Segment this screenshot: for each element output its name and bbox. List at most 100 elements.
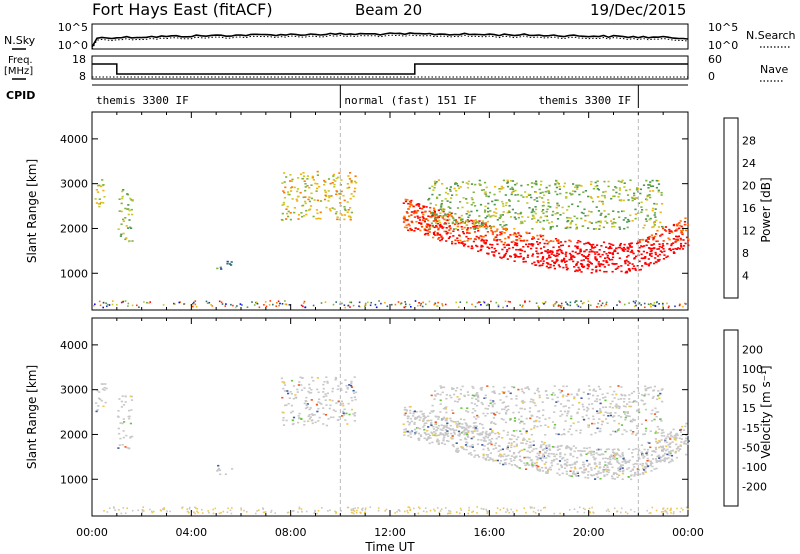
ground-scatter-cell [367, 301, 369, 304]
ground-scatter-cell [553, 512, 555, 515]
data-cell [528, 456, 531, 459]
ground-scatter-cell [284, 300, 286, 302]
data-cell [660, 389, 663, 391]
data-cell [346, 201, 349, 203]
data-cell [661, 243, 664, 245]
data-cell [555, 180, 558, 182]
data-cell [496, 228, 499, 231]
data-cell [584, 476, 587, 479]
data-cell [341, 415, 344, 417]
data-cell [514, 218, 517, 220]
data-cell [454, 400, 457, 403]
data-cell [430, 424, 433, 427]
data-cell [534, 206, 537, 208]
data-cell [120, 400, 123, 403]
data-cell [612, 263, 615, 265]
data-cell [122, 436, 125, 439]
data-cell [412, 205, 415, 208]
data-cell [628, 401, 631, 403]
data-cell [353, 420, 356, 422]
data-cell [649, 446, 652, 449]
data-cell [597, 188, 600, 191]
data-cell [580, 454, 583, 457]
data-cell [129, 395, 132, 398]
data-cell [414, 416, 417, 419]
data-cell [648, 235, 651, 238]
data-cell [640, 245, 643, 247]
data-cell [451, 194, 454, 196]
data-cell [602, 191, 605, 193]
data-cell [494, 208, 498, 210]
data-cell [102, 189, 105, 192]
data-cell [220, 268, 223, 270]
data-cell [451, 242, 454, 245]
data-cell [600, 245, 603, 247]
data-cell [436, 393, 439, 395]
data-cell [578, 401, 581, 404]
data-cell [560, 465, 563, 468]
data-cell [638, 241, 642, 243]
data-cell [545, 262, 549, 264]
data-cell [442, 210, 445, 213]
ground-scatter-cell [588, 507, 591, 510]
data-cell [466, 186, 470, 189]
data-cell [638, 260, 641, 263]
data-cell [658, 397, 661, 400]
data-cell [493, 422, 496, 424]
data-cell [677, 445, 680, 448]
data-cell [608, 463, 611, 465]
data-cell [529, 400, 532, 403]
ground-scatter-cell [577, 305, 580, 308]
data-cell [625, 259, 628, 262]
data-cell [444, 222, 447, 225]
data-cell [568, 252, 571, 255]
ground-scatter-cell [197, 511, 199, 514]
ground-scatter-cell [211, 305, 214, 307]
data-cell [445, 230, 448, 233]
data-cell [559, 453, 562, 455]
data-cell [502, 455, 505, 458]
data-cell [520, 388, 523, 390]
data-cell [576, 217, 579, 220]
data-cell [120, 223, 123, 225]
data-cell [562, 212, 565, 214]
data-cell [486, 226, 489, 228]
data-cell [490, 440, 493, 443]
data-cell [525, 432, 528, 434]
ground-scatter-cell [346, 506, 349, 509]
data-cell [519, 235, 523, 237]
data-cell [663, 250, 666, 253]
data-cell [620, 181, 623, 183]
data-cell [353, 412, 356, 414]
data-cell [539, 234, 542, 237]
data-cell [659, 221, 662, 224]
data-cell [581, 463, 585, 466]
data-cell [337, 385, 340, 387]
ground-scatter-cell [650, 306, 652, 308]
data-cell [616, 460, 619, 462]
data-cell [472, 223, 475, 225]
ground-scatter-cell [544, 302, 546, 304]
data-cell [657, 248, 661, 250]
data-cell [509, 255, 512, 258]
ground-scatter-cell [194, 303, 197, 306]
data-cell [474, 426, 478, 428]
data-cell [417, 432, 420, 435]
data-cell [558, 265, 561, 268]
data-cell [343, 208, 346, 210]
data-cell [500, 187, 503, 190]
data-cell [437, 443, 440, 445]
data-cell [409, 227, 412, 230]
y-tick-label: 4000 [60, 133, 88, 146]
data-cell [354, 398, 357, 401]
data-cell [588, 393, 591, 395]
data-cell [413, 433, 416, 436]
data-cell [498, 190, 501, 193]
data-cell [445, 426, 449, 429]
data-cell [129, 437, 132, 439]
data-cell [603, 196, 607, 199]
ground-scatter-cell [476, 506, 478, 508]
ground-scatter-cell [436, 507, 439, 509]
data-cell [620, 424, 624, 426]
data-cell [624, 248, 627, 251]
